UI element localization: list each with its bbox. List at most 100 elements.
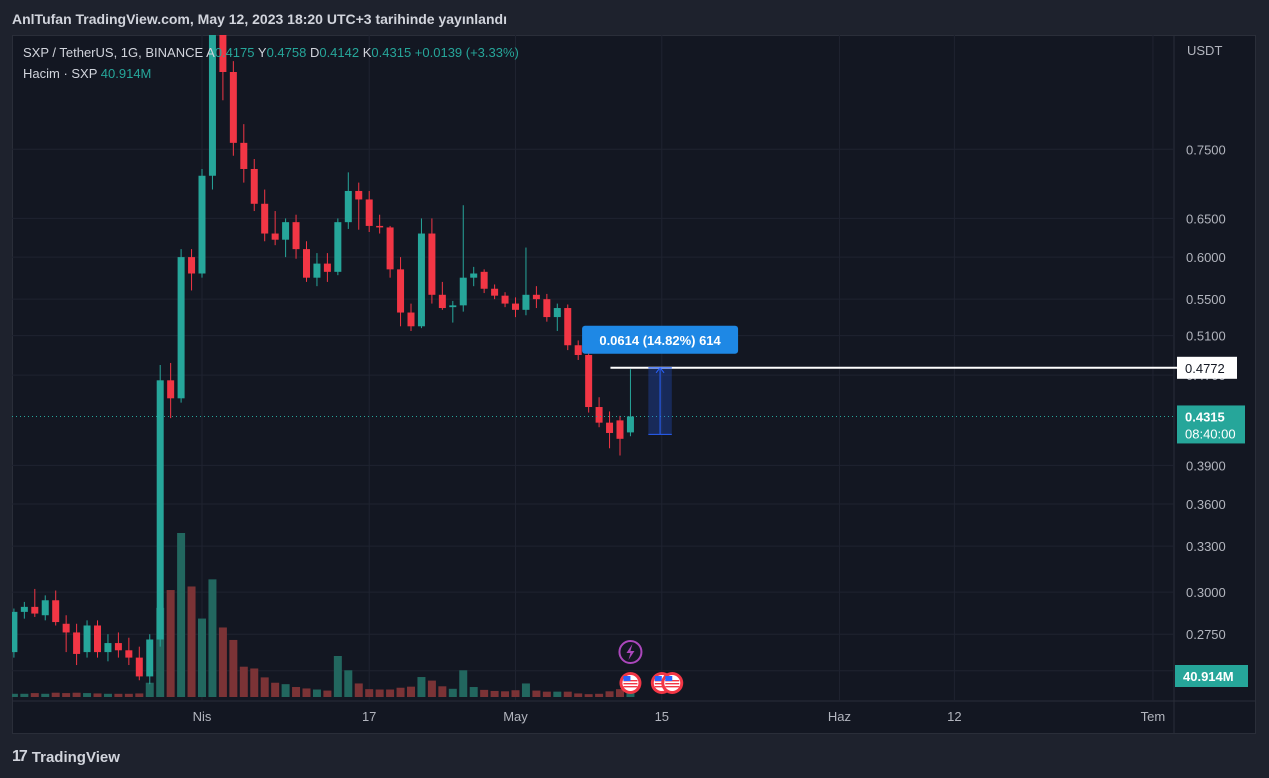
horizontal-line-label: 0.4772: [1185, 361, 1225, 376]
candle: [261, 189, 269, 242]
volume-bar: [156, 607, 165, 697]
candle-body: [355, 190, 363, 200]
time-tick-label: 15: [655, 709, 669, 724]
volume-bar: [595, 693, 604, 697]
legend-open-value: 0.4175: [214, 45, 255, 60]
candle-body: [532, 294, 540, 300]
volume-bar: [312, 689, 321, 697]
volume-bar: [459, 670, 468, 697]
measure-label-box: [582, 325, 739, 354]
volume-bar: [490, 690, 499, 697]
candle: [62, 615, 70, 653]
candle: [344, 172, 352, 229]
volume-bar: [114, 693, 123, 697]
time-tick-label: May: [503, 709, 528, 724]
candle-body: [219, 35, 227, 72]
legend-open-label: A: [206, 45, 215, 60]
candle: [31, 588, 39, 617]
candle-body: [574, 345, 582, 356]
candle-body: [240, 142, 248, 169]
footer-brand[interactable]: 17 TradingView: [12, 746, 120, 768]
volume-bar: [438, 686, 447, 697]
legend-volume-label[interactable]: Hacim · SXP: [23, 66, 98, 81]
volume-bar: [281, 684, 290, 697]
candle: [12, 608, 18, 658]
volume-bar: [501, 691, 510, 697]
candle-body: [94, 625, 101, 653]
time-tick-label: Tem: [1141, 709, 1166, 724]
candle-body: [62, 623, 70, 633]
candle-body: [376, 225, 384, 228]
volume-bar: [323, 690, 332, 697]
candle-body: [250, 168, 258, 204]
volume-bar: [532, 690, 541, 697]
candle-body: [198, 175, 206, 274]
candle-body: [292, 222, 300, 250]
volume-bar: [218, 627, 227, 697]
candle: [208, 35, 216, 190]
plot-area: [12, 35, 684, 697]
volume-bar: [177, 533, 186, 697]
candle: [355, 182, 363, 230]
candle-body: [73, 632, 81, 654]
chart-legend: SXP / TetherUS, 1G, BINANCE A0.4175 Y0.4…: [23, 45, 519, 87]
candle-body: [282, 222, 290, 240]
candle: [198, 168, 206, 278]
publish-line: AnlTufan TradingView.com, May 12, 2023 1…: [12, 11, 507, 27]
candle: [334, 218, 342, 276]
volume-bar: [605, 691, 614, 697]
volume-bar: [250, 668, 259, 697]
candle-body: [188, 257, 196, 274]
legend-close-label: K: [362, 45, 372, 60]
candle: [564, 304, 572, 351]
volume-bar: [83, 693, 92, 697]
us-flag-icon: [661, 672, 684, 694]
volume-bar: [386, 689, 395, 697]
volume-bar: [187, 586, 196, 697]
price-tick-label: 0.7500: [1186, 142, 1226, 157]
candle: [146, 634, 154, 685]
publish-header: AnlTufan TradingView.com, May 12, 2023 1…: [0, 0, 1269, 36]
flag-icon-stripe: [623, 683, 638, 685]
candle: [167, 362, 175, 419]
candle-body: [595, 407, 603, 423]
price-tick-label: 0.3300: [1186, 539, 1226, 554]
legend-symbol[interactable]: SXP / TetherUS, 1G, BINANCE: [23, 45, 204, 60]
candle: [20, 601, 28, 619]
volume-bar: [448, 688, 457, 697]
candle-body: [271, 233, 279, 240]
candle-body: [459, 277, 467, 306]
volume-bar: [626, 691, 635, 697]
flag-icon-stripe: [665, 686, 680, 688]
volume-bar: [271, 682, 280, 697]
candle-body: [303, 249, 310, 278]
volume-bar: [41, 693, 50, 697]
candle: [177, 249, 185, 403]
candle: [491, 284, 499, 300]
candle-body: [564, 308, 572, 346]
chart-canvas[interactable]: 0.75000.65000.60000.55000.51000.47000.39…: [12, 35, 1256, 734]
volume-bar: [124, 693, 133, 697]
volume-bar: [521, 683, 530, 697]
volume-series: [12, 533, 635, 697]
candle: [459, 205, 467, 312]
candle-body: [146, 639, 154, 677]
candle: [292, 214, 300, 259]
candle-body: [616, 420, 624, 439]
price-tick-label: 0.3600: [1186, 497, 1226, 512]
current-price-label: 0.4315: [1185, 409, 1225, 424]
volume-bar: [72, 692, 81, 697]
candle: [229, 61, 237, 156]
time-axis: Nis 17 May 15 Haz 12 Tem: [193, 709, 1166, 724]
candle-body: [543, 299, 551, 318]
candle-body: [428, 233, 436, 295]
candle-body: [386, 227, 394, 270]
volume-bar: [302, 688, 311, 697]
candle: [73, 623, 81, 666]
candle: [114, 632, 122, 658]
candle-body: [585, 355, 593, 408]
candle-body: [553, 308, 561, 318]
candle-body: [417, 233, 425, 327]
legend-volume-value: 40.914M: [100, 66, 152, 81]
lightning-icon: [618, 640, 643, 664]
